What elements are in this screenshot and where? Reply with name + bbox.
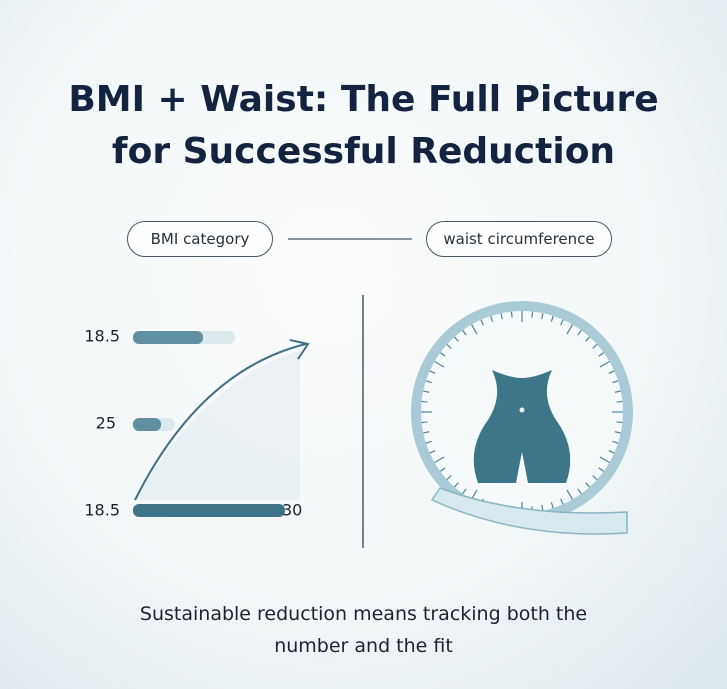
arrow-head <box>289 339 310 360</box>
dial-tick <box>550 502 554 509</box>
dial-tick <box>566 324 574 335</box>
dial-tick <box>599 456 610 464</box>
dial-tick <box>531 311 534 318</box>
dial-tick <box>566 489 574 500</box>
dial-tick <box>462 488 467 495</box>
pill: BMI category <box>127 221 273 257</box>
dial-tick <box>560 498 564 505</box>
dial-tick <box>421 400 428 403</box>
dial-tick <box>612 380 619 384</box>
bar <box>133 331 203 344</box>
dial-tick <box>612 440 619 444</box>
dial-tick <box>439 467 446 472</box>
dial-tick <box>423 431 430 434</box>
title: BMI + Waist: The Full Picture for Succes… <box>68 79 659 172</box>
dial-tick <box>577 488 582 495</box>
dial-tick <box>446 475 452 481</box>
scale-label: 18.5 <box>84 501 120 520</box>
body-silhouette <box>473 370 571 483</box>
dial-tick <box>608 370 615 374</box>
dial-tick <box>598 467 605 472</box>
navel <box>519 407 525 413</box>
dial-tick <box>500 313 503 320</box>
arrow <box>134 343 307 501</box>
dial-tick <box>439 352 446 357</box>
scale-label: 25 <box>96 414 116 433</box>
bar <box>133 504 285 517</box>
dial-tick <box>429 370 436 374</box>
dial-tick <box>599 360 610 368</box>
dial-tick <box>592 475 598 481</box>
dial-tick <box>425 440 432 444</box>
dial-tick <box>470 324 478 335</box>
caption: Sustainable reduction means tracking bot… <box>139 603 588 657</box>
dial-tick <box>585 482 591 488</box>
dial-tick <box>560 319 564 326</box>
tape-end <box>430 487 628 535</box>
dial-tick <box>490 315 494 322</box>
dial-tick <box>446 343 452 349</box>
dial-tick <box>616 421 623 424</box>
dial-tick <box>434 360 445 368</box>
dial-tick <box>592 343 598 349</box>
scale-label: 30 <box>282 501 302 520</box>
dial-tick <box>616 400 623 403</box>
scale-label: 18.5 <box>84 327 120 346</box>
dial-tick <box>598 352 605 357</box>
dial-tick <box>608 450 615 454</box>
dial-tick <box>510 311 513 318</box>
dial-tick <box>462 329 467 336</box>
dial-tick <box>453 336 459 342</box>
pill: waist circumference <box>426 221 612 257</box>
dial-tick <box>614 431 621 434</box>
dial-tick <box>577 329 582 336</box>
dial-tick <box>541 504 544 511</box>
dial-tick <box>453 482 459 488</box>
dial-tick <box>423 390 430 393</box>
dial-tick <box>614 390 621 393</box>
dial-tick <box>429 450 436 454</box>
dial-tick <box>421 421 428 424</box>
dial-tick <box>480 319 484 326</box>
dial-tick <box>585 336 591 342</box>
area <box>135 350 300 500</box>
dial-tick <box>550 315 554 322</box>
dial-tick <box>425 380 432 384</box>
dial-tick <box>434 456 445 464</box>
bar <box>133 418 161 431</box>
dial-tick <box>541 313 544 320</box>
